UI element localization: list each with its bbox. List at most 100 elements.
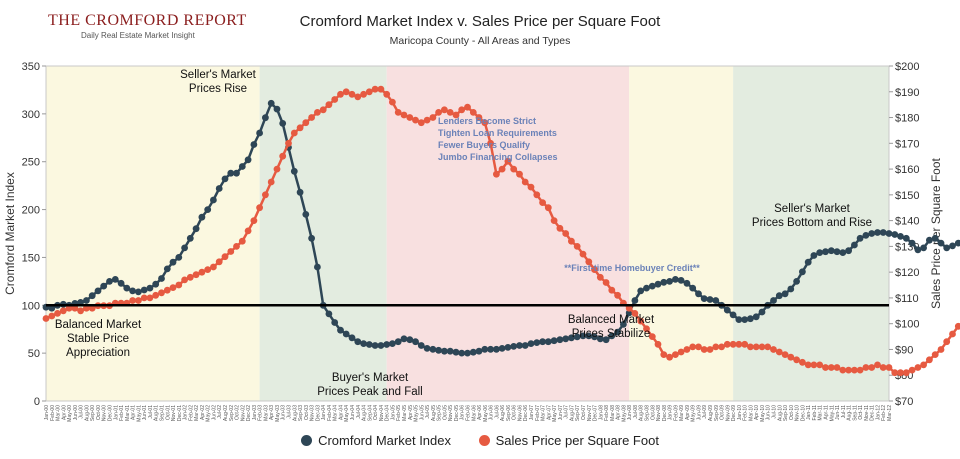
annotation-lending: Fewer Buyers Qualify [438, 140, 530, 150]
x-tick-label: Dec-08 [662, 405, 668, 421]
data-point-price [181, 276, 189, 284]
annotation-credit: **First-time Homebuyer Credit** [564, 263, 700, 273]
region-label: Stable Price [67, 333, 129, 345]
x-tick-label: Jun-09 [696, 405, 702, 421]
x-tick-label: Nov-05 [448, 405, 454, 421]
x-tick-label: Feb-00 [50, 405, 56, 421]
data-point-price [250, 217, 258, 225]
x-tick-label: Jul-02 [217, 405, 223, 419]
data-point-cmi [279, 120, 287, 127]
data-point-price [504, 157, 512, 165]
right-axis-title: Sales Price per Square Foot [929, 157, 943, 308]
data-point-price [677, 348, 685, 356]
x-tick-label: Apr-07 [546, 405, 552, 420]
data-point-price [839, 366, 847, 374]
legend: Cromford Market Index Sales Price per Sq… [0, 433, 960, 449]
x-tick-label: Aug-09 [708, 405, 714, 421]
data-point-price [481, 119, 489, 127]
data-point-price [758, 343, 766, 351]
data-point-price [308, 114, 315, 121]
x-tick-label: Sep-11 [852, 405, 858, 421]
data-point-price [475, 114, 483, 121]
data-point-cmi [446, 347, 454, 355]
x-tick-label: Sep-10 [783, 405, 789, 421]
data-point-cmi [902, 234, 910, 242]
data-point-price [469, 109, 477, 116]
data-point-cmi [516, 342, 523, 349]
data-point-price [654, 340, 662, 348]
data-point-cmi [666, 278, 673, 285]
legend-item-price[interactable]: Sales Price per Square Foot [478, 433, 659, 448]
x-tick-label: Jun-07 [558, 405, 564, 421]
legend-marker-cmi [301, 435, 313, 446]
data-point-price [417, 119, 425, 127]
right-tick-label: $100 [895, 319, 919, 331]
data-point-cmi [354, 338, 362, 346]
data-point-cmi [851, 241, 858, 249]
data-point-price [452, 111, 460, 119]
data-point-cmi [804, 258, 812, 266]
x-tick-label: Jan-02 [183, 405, 189, 421]
x-tick-label: Oct-04 [373, 405, 379, 420]
data-point-cmi [954, 239, 960, 247]
data-point-price [723, 340, 731, 348]
data-point-cmi [158, 275, 165, 282]
region-band-0 [46, 66, 260, 401]
data-point-price [700, 346, 708, 353]
legend-item-cmi[interactable]: Cromford Market Index [301, 433, 451, 448]
data-point-cmi [106, 278, 113, 285]
left-tick-label: 250 [22, 157, 40, 169]
data-point-cmi [845, 247, 852, 255]
data-point-price [735, 340, 743, 348]
x-tick-label: Oct-10 [789, 405, 795, 420]
x-tick-label: Mar-10 [748, 405, 754, 421]
data-point-price [614, 291, 621, 299]
data-point-cmi [169, 258, 177, 266]
logo-title: THE CROMFORD REPORT [48, 12, 247, 29]
data-point-cmi [544, 338, 552, 346]
x-tick-label: Feb-04 [327, 405, 333, 421]
data-point-cmi [856, 234, 864, 242]
data-point-price [493, 170, 500, 178]
data-point-price [527, 183, 535, 191]
data-point-cmi [510, 343, 518, 350]
data-point-cmi [914, 246, 922, 254]
x-tick-label: Apr-01 [131, 405, 137, 420]
data-point-price [163, 286, 171, 294]
region-label: Balanced Market [55, 319, 142, 331]
x-tick-label: May-05 [414, 405, 420, 422]
x-tick-label: May-01 [136, 405, 142, 422]
data-point-price [279, 152, 287, 160]
x-tick-label: Dec-10 [800, 405, 806, 421]
x-tick-label: Jul-09 [702, 405, 708, 419]
data-point-price [822, 364, 829, 371]
data-point-cmi [862, 232, 870, 239]
data-point-cmi [262, 114, 269, 122]
data-point-cmi [435, 346, 442, 354]
region-label: Appreciation [66, 347, 130, 359]
data-point-cmi [735, 316, 743, 323]
data-point-cmi [394, 338, 402, 346]
x-tick-label: Sep-04 [367, 405, 373, 421]
region-label: Prices Stabilize [572, 328, 651, 340]
x-tick-label: Aug-02 [223, 405, 229, 421]
data-point-cmi [342, 330, 350, 338]
cromford-logo: THE CROMFORD REPORT Daily Real Estate Ma… [48, 12, 247, 48]
data-point-cmi [787, 285, 795, 293]
data-point-cmi [83, 297, 90, 304]
x-tick-label: Oct-06 [512, 405, 518, 420]
x-tick-label: Jan-05 [390, 405, 396, 421]
right-tick-label: $90 [895, 344, 913, 356]
data-point-cmi [926, 236, 933, 244]
data-point-price [406, 114, 414, 121]
x-tick-label: May-03 [275, 405, 281, 422]
data-point-cmi [504, 344, 512, 351]
data-point-price [533, 191, 541, 199]
data-point-cmi [568, 334, 575, 342]
x-tick-label: Nov-04 [379, 405, 385, 421]
x-tick-label: Dec-07 [593, 405, 599, 421]
left-tick-label: 200 [22, 205, 40, 217]
x-tick-label: Nov-08 [656, 405, 662, 421]
data-point-price [377, 85, 385, 93]
data-point-price [573, 243, 581, 250]
